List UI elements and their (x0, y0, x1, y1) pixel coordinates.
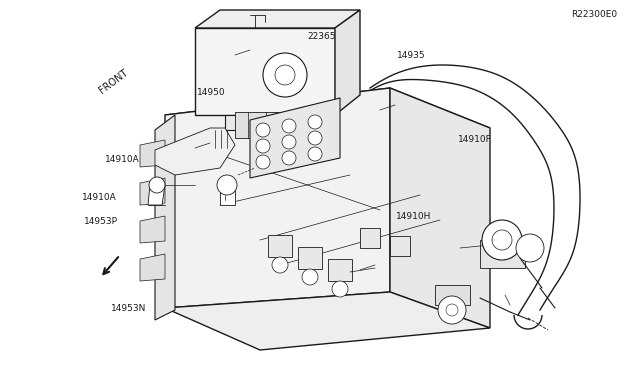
Circle shape (492, 230, 512, 250)
Polygon shape (165, 88, 390, 308)
Circle shape (149, 177, 165, 193)
Text: R22300E0: R22300E0 (572, 10, 618, 19)
Polygon shape (140, 254, 165, 281)
Polygon shape (148, 185, 165, 205)
Text: 14910F: 14910F (458, 135, 492, 144)
Circle shape (308, 147, 322, 161)
Circle shape (256, 139, 270, 153)
Circle shape (482, 220, 522, 260)
Circle shape (282, 119, 296, 133)
Polygon shape (480, 240, 525, 268)
Polygon shape (268, 235, 292, 257)
Polygon shape (195, 10, 360, 28)
Text: 14910H: 14910H (396, 212, 431, 221)
Polygon shape (250, 98, 340, 178)
Circle shape (302, 269, 318, 285)
Text: 14950: 14950 (197, 88, 226, 97)
Text: 14910A: 14910A (105, 155, 140, 164)
Polygon shape (235, 112, 295, 138)
Polygon shape (328, 259, 352, 281)
Text: 14910A: 14910A (82, 193, 116, 202)
Circle shape (256, 155, 270, 169)
Circle shape (308, 115, 322, 129)
Polygon shape (360, 228, 380, 248)
Polygon shape (165, 88, 490, 158)
Polygon shape (220, 185, 235, 205)
Circle shape (256, 123, 270, 137)
Circle shape (516, 234, 544, 262)
Polygon shape (435, 285, 470, 305)
Polygon shape (390, 88, 490, 328)
Circle shape (217, 175, 237, 195)
Polygon shape (155, 115, 175, 320)
Polygon shape (165, 292, 490, 350)
Polygon shape (140, 178, 165, 205)
Text: 14953P: 14953P (84, 217, 118, 226)
Circle shape (308, 131, 322, 145)
Polygon shape (140, 216, 165, 243)
Circle shape (438, 296, 466, 324)
Polygon shape (155, 128, 235, 175)
Polygon shape (390, 236, 410, 256)
Circle shape (272, 257, 288, 273)
Polygon shape (335, 10, 360, 115)
Text: 14953N: 14953N (111, 304, 146, 312)
Text: 22365: 22365 (308, 32, 336, 41)
Text: 14935: 14935 (397, 51, 426, 60)
Text: FRONT: FRONT (97, 67, 130, 95)
Circle shape (263, 53, 307, 97)
Circle shape (282, 135, 296, 149)
Polygon shape (195, 28, 335, 115)
Circle shape (275, 65, 295, 85)
Polygon shape (298, 247, 322, 269)
Circle shape (332, 281, 348, 297)
Polygon shape (225, 115, 310, 130)
Circle shape (282, 151, 296, 165)
Circle shape (446, 304, 458, 316)
Polygon shape (140, 140, 165, 167)
